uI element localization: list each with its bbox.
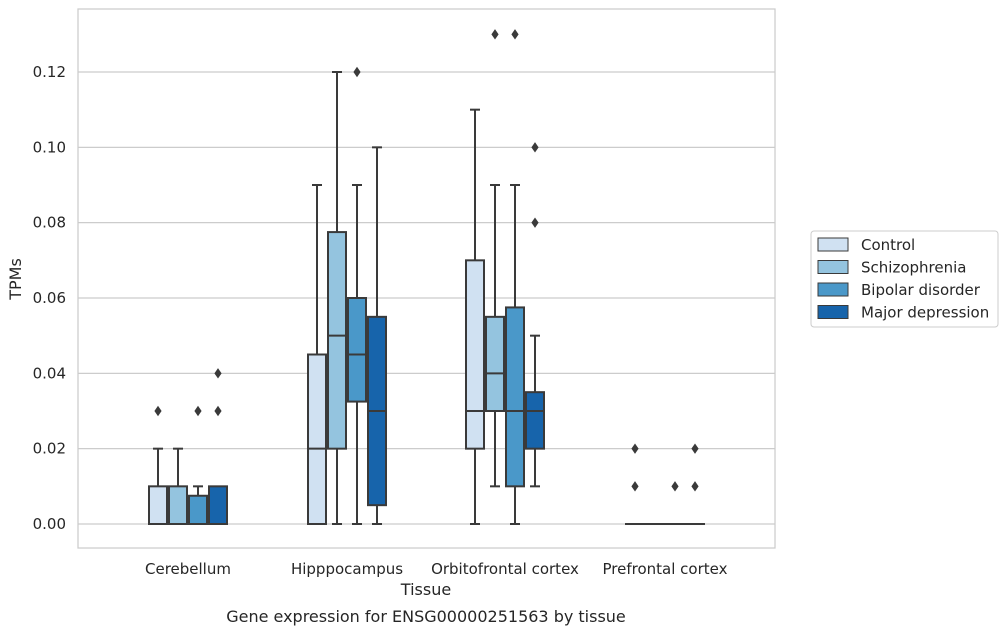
x-tick-label: Cerebellum <box>145 560 231 578</box>
box-body <box>485 315 505 413</box>
box-mark <box>148 405 168 526</box>
box-body <box>208 485 228 526</box>
outlier-point <box>671 481 679 492</box>
outlier-point <box>691 443 699 454</box>
box-mark <box>665 481 685 526</box>
box-body <box>465 259 485 450</box>
y-tick-label: 0.06 <box>33 289 66 307</box>
box-mark <box>525 142 545 488</box>
box-series <box>148 29 705 526</box>
box-body <box>148 485 168 526</box>
outlier-point <box>214 405 222 417</box>
box-mark <box>505 29 525 525</box>
outlier-point <box>531 217 539 228</box>
y-tick-label: 0.00 <box>33 515 66 533</box>
legend: Control Schizophrenia Bipolar disorder Majo… <box>810 230 999 328</box>
box-mark <box>465 108 485 525</box>
box-mark <box>685 443 705 526</box>
x-axis-label: Tissue <box>400 580 451 599</box>
legend-swatch <box>817 282 849 297</box>
box-body <box>505 306 525 488</box>
outlier-point <box>631 481 639 492</box>
x-tick-label: Prefrontal cortex <box>603 560 728 578</box>
y-tick-label: 0.08 <box>33 214 66 232</box>
outlier-point <box>631 443 639 454</box>
box-mark <box>625 443 645 526</box>
outlier-point <box>194 405 202 417</box>
y-tick-label: 0.02 <box>33 440 66 458</box>
y-axis-label: TPMs <box>6 258 25 301</box>
y-tick-label: 0.10 <box>33 138 66 156</box>
box-body <box>188 494 208 525</box>
y-tick-labels: 0.00 0.02 0.04 0.06 0.08 0.10 0.12 <box>33 63 66 533</box>
box-body <box>347 297 367 403</box>
box-mark <box>485 29 505 488</box>
x-tick-labels: Cerebellum Hipppocampus Orbitofrontal cort… <box>145 560 728 578</box>
legend-swatch <box>817 260 849 274</box>
box-mark <box>367 146 387 525</box>
outlier-point <box>511 29 519 40</box>
box-body <box>525 391 545 450</box>
x-tick-label: Hipppocampus <box>291 560 403 578</box>
box-mark <box>347 66 367 525</box>
outlier-point <box>691 481 699 492</box>
legend-swatch <box>817 237 849 252</box>
series-schizophrenia <box>168 29 665 526</box>
box-mark <box>168 447 188 526</box>
series-control <box>148 108 645 526</box>
box-mark <box>307 184 327 525</box>
series-major-depression <box>208 142 705 526</box>
chart-caption: Gene expression for ENSG00000251563 by t… <box>226 607 626 626</box>
box-body <box>307 353 327 525</box>
series-bipolar-disorder <box>188 29 685 526</box>
outlier-point <box>491 29 499 40</box>
box-body <box>168 485 188 526</box>
box-mark <box>188 405 208 525</box>
legend-label: Bipolar disorder <box>861 281 981 299</box>
legend-label: Control <box>861 236 915 254</box>
gridlines <box>78 71 775 525</box>
plot-area-frame <box>77 8 776 549</box>
outlier-point <box>154 405 162 417</box>
box-mark <box>208 368 228 526</box>
box-body <box>327 231 347 450</box>
legend-label: Major depression <box>861 304 989 322</box>
y-tick-label: 0.12 <box>33 63 66 81</box>
outlier-point <box>353 66 361 78</box>
legend-frame <box>810 230 999 328</box>
outlier-point <box>214 368 222 379</box>
y-tick-label: 0.04 <box>33 364 66 382</box>
legend-swatch <box>817 305 849 319</box>
x-tick-label: Orbitofrontal cortex <box>431 560 579 578</box>
box-mark <box>327 71 347 525</box>
outlier-point <box>531 142 539 153</box>
legend-label: Schizophrenia <box>861 259 966 277</box>
